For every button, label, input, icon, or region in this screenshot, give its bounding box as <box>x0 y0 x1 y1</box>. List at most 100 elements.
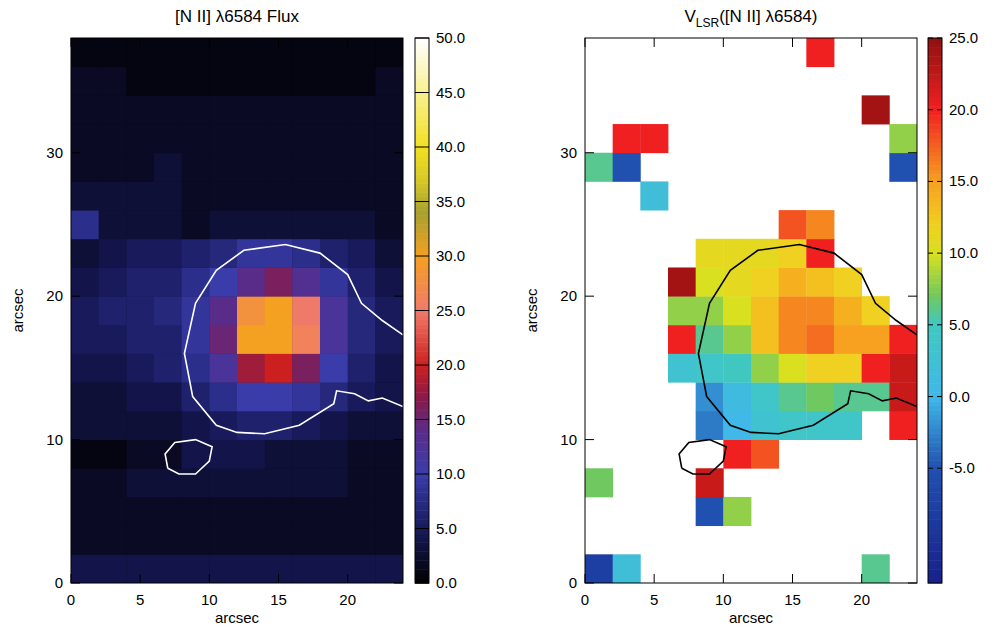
heatmap-cell <box>209 296 237 325</box>
heatmap-cell <box>99 382 127 411</box>
heatmap-cell <box>99 239 127 268</box>
colorbar-step <box>415 147 429 152</box>
heatmap-cell <box>779 296 807 325</box>
colorbar-step <box>415 456 429 461</box>
y-tick-label: 20 <box>46 287 63 304</box>
colorbar-step <box>415 438 429 443</box>
colorbar-step <box>415 510 429 515</box>
heatmap-cell <box>154 267 182 296</box>
colorbar-step <box>928 383 942 388</box>
colorbar-step <box>928 438 942 443</box>
colorbar-step <box>928 397 942 402</box>
heatmap-cell <box>751 440 779 469</box>
heatmap-cell <box>265 181 293 210</box>
colorbar-step <box>928 79 942 84</box>
colorbar-step <box>928 170 942 175</box>
y-tick-right <box>394 583 403 584</box>
colorbar-step <box>415 469 429 474</box>
title: VLSR([N II] λ6584) <box>685 7 818 30</box>
y-tick-right <box>908 152 917 153</box>
heatmap-cell <box>265 296 293 325</box>
y-tick <box>585 296 594 297</box>
heatmap-cell <box>375 411 403 440</box>
colorbar-step <box>928 206 942 211</box>
heatmap-cell <box>71 67 99 96</box>
x-tick <box>347 574 348 583</box>
heatmap-cell <box>696 382 724 411</box>
y-tick <box>585 439 594 440</box>
colorbar-step <box>415 474 429 479</box>
heatmap-cell <box>265 325 293 354</box>
heatmap-cell <box>71 95 99 124</box>
heatmap-cell <box>126 181 154 210</box>
heatmap-cell <box>126 267 154 296</box>
colorbar-step <box>928 256 942 261</box>
heatmap-cell <box>99 210 127 239</box>
colorbar-step <box>415 479 429 484</box>
heatmap-cell <box>99 440 127 469</box>
y-tick <box>71 152 80 153</box>
colorbar-step <box>928 283 942 288</box>
heatmap-cell <box>320 411 348 440</box>
heatmap-cell <box>209 124 237 153</box>
colorbar-step <box>928 519 942 524</box>
colorbar-tick-label: 5.0 <box>949 316 970 333</box>
heatmap-cell <box>292 497 320 526</box>
colorbar-tick-label: 30.0 <box>436 247 465 264</box>
colorbar-step <box>415 420 429 425</box>
colorbar-step <box>928 301 942 306</box>
heatmap-cell <box>182 554 210 583</box>
colorbar-step <box>415 174 429 179</box>
colorbar-step <box>928 492 942 497</box>
heatmap-cell <box>320 153 348 182</box>
colorbar-step <box>415 410 429 415</box>
x-tick-label: 10 <box>715 591 732 608</box>
colorbar-step <box>928 551 942 556</box>
colorbar-step <box>928 279 942 284</box>
colorbar-step <box>415 251 429 256</box>
heatmap-cell <box>889 153 917 182</box>
heatmap-cell <box>265 95 293 124</box>
colorbar-step <box>928 142 942 147</box>
x-tick-label: 0 <box>581 591 589 608</box>
heatmap-cell <box>348 153 376 182</box>
colorbar-step <box>928 83 942 88</box>
heatmap-cell <box>237 239 265 268</box>
colorbar-step <box>415 488 429 493</box>
heatmap-cell <box>348 210 376 239</box>
heatmap-cell <box>71 382 99 411</box>
heatmap-cell <box>375 468 403 497</box>
colorbar-step <box>415 197 429 202</box>
colorbar-step <box>415 501 429 506</box>
colorbar-step <box>415 102 429 107</box>
colorbar-step <box>415 560 429 565</box>
colorbar-tick <box>937 396 942 397</box>
colorbar-step <box>415 288 429 293</box>
heatmap-cell <box>237 67 265 96</box>
heatmap-cell <box>320 124 348 153</box>
heatmap-cell <box>292 296 320 325</box>
heatmap-cell <box>126 325 154 354</box>
colorbar-step <box>415 460 429 465</box>
heatmap-cell <box>375 67 403 96</box>
heatmap-cell <box>265 354 293 383</box>
y-tick-label: 20 <box>560 287 577 304</box>
colorbar-step <box>415 292 429 297</box>
heatmap-cell <box>806 296 834 325</box>
heatmap-cell <box>751 325 779 354</box>
heatmap-cell <box>348 440 376 469</box>
heatmap-cell <box>348 411 376 440</box>
heatmap-cell <box>265 554 293 583</box>
colorbar-step <box>415 152 429 157</box>
colorbar-step <box>928 560 942 565</box>
heatmap-cell <box>696 239 724 268</box>
colorbar-tick <box>415 38 429 39</box>
colorbar-tick-label: 25.0 <box>949 29 978 46</box>
heatmap-cell <box>806 239 834 268</box>
y-tick-label: 0 <box>569 574 577 591</box>
colorbar-step <box>928 565 942 570</box>
heatmap-cell <box>237 181 265 210</box>
heatmap-cell <box>237 497 265 526</box>
heatmap-cell <box>696 411 724 440</box>
heatmap-cell <box>182 210 210 239</box>
